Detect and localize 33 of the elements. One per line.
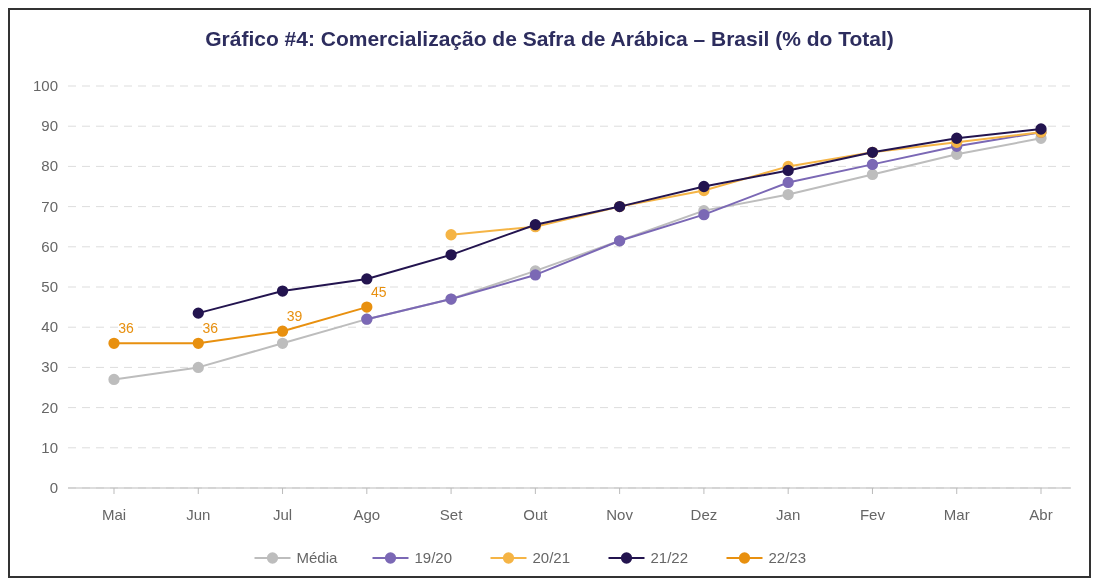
x-tick-label: Mai — [101, 506, 127, 523]
y-tick-label: 10 — [41, 438, 58, 456]
x-tick-label: Mar — [943, 506, 970, 523]
y-tick-label: 30 — [41, 358, 58, 376]
data-label: 45 — [371, 284, 387, 301]
x-tick-label: Dez — [690, 506, 718, 523]
y-tick-label: 0 — [49, 479, 58, 496]
x-tick-label: Set — [439, 506, 464, 523]
data-label: 36 — [118, 320, 134, 337]
legend-label: 22/23 — [768, 549, 807, 566]
x-tick-label: Out — [523, 506, 549, 523]
data-label: 36 — [202, 320, 219, 337]
x-tick-label: Fev — [859, 506, 886, 523]
y-tick-label: 50 — [41, 278, 58, 295]
x-tick-label: Abr — [1029, 506, 1053, 523]
legend-label: 20/21 — [532, 549, 571, 566]
chart-title: Gráfico #4: Comercialização de Safra de Arábica – Brasil (% do Total) — [205, 27, 894, 50]
y-tick-label: 20 — [41, 398, 58, 416]
data-label: 39 — [286, 308, 303, 325]
y-tick-label: 80 — [41, 157, 58, 175]
legend-label: Média — [296, 549, 339, 566]
x-tick-label: Jul — [272, 506, 293, 523]
y-tick-label: 60 — [41, 237, 58, 255]
legend-label: 21/22 — [650, 549, 689, 566]
y-tick-label: 90 — [41, 117, 58, 135]
x-tick-label: Jun — [186, 506, 211, 523]
x-tick-label: Jan — [776, 506, 801, 523]
x-tick-label: Ago — [353, 506, 381, 523]
legend-label: 19/20 — [414, 549, 453, 566]
x-tick-label: Nov — [606, 506, 634, 523]
y-tick-label: 100 — [32, 77, 58, 94]
y-tick-label: 40 — [41, 318, 58, 336]
y-tick-label: 70 — [41, 197, 58, 215]
